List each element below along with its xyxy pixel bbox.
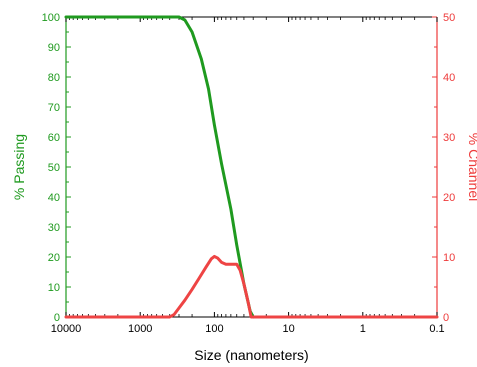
left-tick-label: 0 <box>54 312 60 324</box>
right-tick-label: 20 <box>443 192 455 204</box>
left-tick-label: 40 <box>48 192 60 204</box>
x-tick-label: 10 <box>282 323 294 335</box>
x-tick-label: 1 <box>360 323 366 335</box>
left-tick-label: 10 <box>48 282 60 294</box>
left-y-axis: 0 10 20 30 40 50 60 70 80 90 100 <box>42 12 71 324</box>
left-tick-label: 30 <box>48 222 60 234</box>
left-tick-label: 20 <box>48 252 60 264</box>
right-tick-label: 0 <box>443 312 449 324</box>
left-tick-label: 90 <box>48 42 60 54</box>
series-layer <box>64 15 439 319</box>
right-tick-label: 50 <box>443 12 455 24</box>
x-axis-title: Size (nanometers) <box>194 347 308 363</box>
x-tick-label: 100 <box>205 323 223 335</box>
right-y-axis-title: % Channel <box>466 133 477 202</box>
right-y-axis: 0 10 20 30 40 50 <box>432 12 455 324</box>
x-tick-label: 10000 <box>51 323 82 335</box>
right-tick-label: 30 <box>443 132 455 144</box>
left-tick-label: 80 <box>48 72 60 84</box>
left-tick-label: 50 <box>48 162 60 174</box>
right-tick-label: 10 <box>443 252 455 264</box>
left-tick-label: 70 <box>48 102 60 114</box>
x-tick-label: 1000 <box>128 323 152 335</box>
left-y-axis-title: % Passing <box>11 134 27 200</box>
x-tick-label: 0.1 <box>429 323 444 335</box>
left-tick-label: 100 <box>42 12 60 24</box>
right-tick-label: 40 <box>443 72 455 84</box>
x-axis: 10000 1000 100 10 1 0.1 <box>51 17 445 335</box>
left-tick-label: 60 <box>48 132 60 144</box>
channel-series-line <box>64 254 439 319</box>
